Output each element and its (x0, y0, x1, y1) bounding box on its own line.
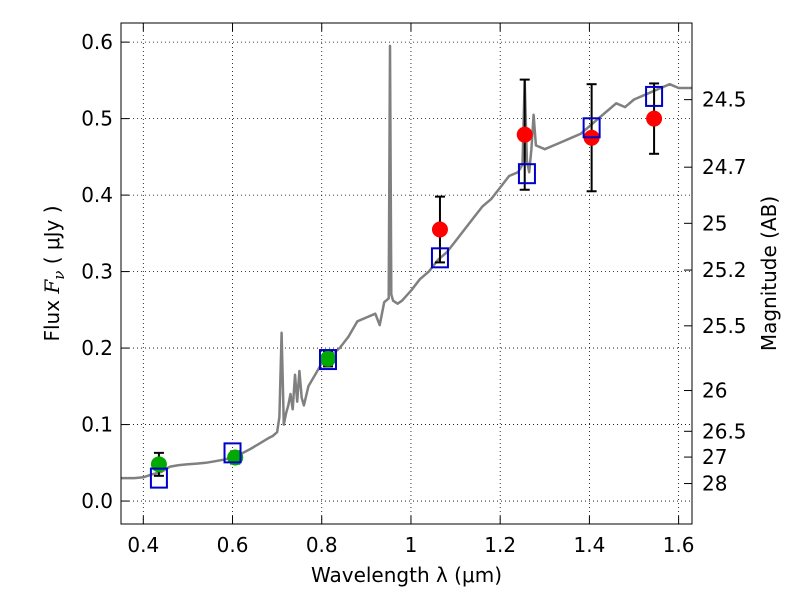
y-tick-label: 0.2 (81, 336, 113, 360)
y2-tick-label: 25.2 (702, 258, 747, 282)
model-point (582, 117, 601, 139)
observed-point (646, 110, 663, 127)
observed-point (150, 456, 167, 473)
x-axis-label: Wavelength λ (μm) (311, 563, 502, 587)
tick-layer: 0.4 0.6 0.8 1 1.2 1.4 1.6 0.0 0.1 0.2 0.3 0.4 0.5 0.6… (81, 23, 747, 557)
y-tick-label: 0.4 (81, 183, 113, 207)
y2-tick-label: 26.5 (702, 419, 747, 443)
y2-tick-label: 28 (702, 472, 727, 496)
x-tick-label: 0.8 (306, 533, 338, 557)
y-axis-label-post: ( μJy ) (40, 205, 64, 270)
y-tick-label: 0.3 (81, 260, 113, 284)
y-axis-label: Flux Fν ( μJy ) (40, 205, 68, 341)
model-point (318, 349, 337, 371)
data-layer (121, 44, 692, 489)
observed-point (516, 126, 533, 143)
x-tick-label: 1.2 (484, 533, 516, 557)
x-tick-label: 0.4 (127, 533, 159, 557)
spectrum-line (121, 44, 692, 480)
model-point (149, 467, 168, 489)
y-axis-label-var: F (40, 279, 64, 295)
y-axis-label-pre: Flux (40, 294, 64, 342)
x-tick-label: 0.6 (217, 533, 249, 557)
y2-tick-label: 25.5 (702, 314, 747, 338)
x-tick-label: 1.4 (573, 533, 605, 557)
y2-tick-label: 25 (702, 211, 727, 235)
y2-tick-label: 26 (702, 379, 727, 403)
observed-point (319, 350, 336, 367)
y2-axis-label: Magnitude (AB) (757, 196, 781, 351)
grid-layer (121, 23, 692, 524)
model-point (430, 247, 449, 269)
y2-tick-label: 24.5 (702, 88, 747, 112)
model-point (223, 442, 242, 464)
y-tick-label: 0.5 (81, 107, 113, 131)
model-point (645, 85, 664, 107)
x-tick-label: 1 (405, 533, 418, 557)
y-axis-label-sub: ν (50, 271, 68, 280)
x-tick-label: 1.6 (663, 533, 695, 557)
plot-frame (120, 22, 693, 525)
model-point (517, 163, 536, 185)
y-tick-label: 0.0 (81, 489, 113, 513)
y2-tick-label: 24.7 (702, 155, 747, 179)
observed-point (431, 221, 448, 238)
y2-tick-label: 27 (702, 445, 727, 469)
y-tick-label: 0.6 (81, 30, 113, 54)
y-tick-label: 0.1 (81, 413, 113, 437)
